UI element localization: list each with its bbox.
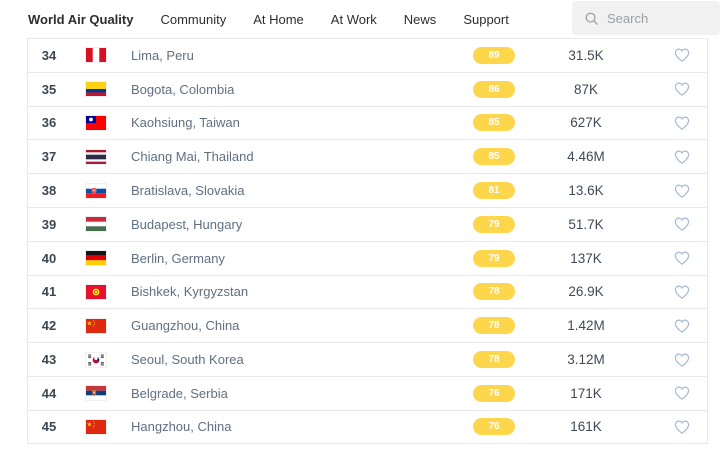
aqi-badge: 85 <box>473 148 515 166</box>
rank-label: 36 <box>41 115 57 131</box>
followers-count: 627K <box>570 115 602 131</box>
followers-count: 137K <box>570 250 602 266</box>
table-row[interactable]: 40 Berlin, Germany 79 137K <box>28 240 707 275</box>
rank-label: 42 <box>41 318 57 334</box>
aqi-badge: 78 <box>473 317 515 335</box>
city-link[interactable]: Bogota, Colombia <box>131 81 235 97</box>
followers-count: 31.5K <box>568 47 604 63</box>
table-row[interactable]: 43 Seoul, South Korea 78 3.12M <box>28 342 707 376</box>
followers-count: 87K <box>573 81 599 97</box>
nav-brand-world-air-quality[interactable]: World Air Quality <box>28 11 134 27</box>
city-link[interactable]: Hangzhou, China <box>131 419 232 435</box>
table-row[interactable]: 39 Budapest, Hungary 79 51.7K <box>28 206 707 241</box>
table-row[interactable]: 36 Kaohsiung, Taiwan 85 627K <box>28 105 707 140</box>
rank-label: 45 <box>41 419 57 435</box>
heart-icon[interactable] <box>673 418 691 436</box>
heart-icon[interactable] <box>673 317 691 335</box>
rank-label: 39 <box>41 216 57 232</box>
heart-icon[interactable] <box>673 283 691 301</box>
city-link[interactable]: Kaohsiung, Taiwan <box>131 115 240 131</box>
city-link[interactable]: Lima, Peru <box>131 47 194 63</box>
table-row[interactable]: 38 Bratislava, Slovakia 81 13.6K <box>28 173 707 207</box>
rank-label: 41 <box>41 284 57 300</box>
nav-item-at-home[interactable]: At Home <box>253 11 304 27</box>
rank-label: 43 <box>41 352 57 368</box>
followers-count: 171K <box>570 385 602 401</box>
table-row[interactable]: 41 Bishkek, Kyrgyzstan 78 26.9K <box>28 274 707 309</box>
aqi-badge: 89 <box>473 46 515 64</box>
nav-item-at-work[interactable]: At Work <box>330 11 377 27</box>
city-link[interactable]: Chiang Mai, Thailand <box>131 149 254 165</box>
flag-icon-kyrgyzstan <box>86 284 106 299</box>
heart-icon[interactable] <box>673 182 691 200</box>
aqi-badge: 79 <box>473 249 515 267</box>
heart-icon[interactable] <box>673 215 691 233</box>
aqi-badge: 76 <box>473 418 515 436</box>
city-link[interactable]: Berlin, Germany <box>131 250 225 266</box>
nav-links: Community At Home At Work News Support <box>160 12 508 27</box>
nav-item-support[interactable]: Support <box>463 11 509 27</box>
heart-icon[interactable] <box>673 351 691 369</box>
followers-count: 51.7K <box>568 216 604 232</box>
city-ranking-table: 34 Lima, Peru 89 31.5K 35 Bogota, Colomb… <box>27 38 708 444</box>
followers-count: 4.46M <box>567 149 605 165</box>
search-icon <box>585 12 598 25</box>
aqi-badge: 78 <box>473 351 515 369</box>
aqi-badge: 81 <box>473 182 515 200</box>
heart-icon[interactable] <box>673 46 691 64</box>
heart-icon[interactable] <box>673 114 691 132</box>
rank-label: 37 <box>41 149 57 165</box>
followers-count: 3.12M <box>567 352 605 368</box>
flag-icon-serbia <box>86 386 106 401</box>
flag-icon-germany <box>86 251 106 266</box>
followers-count: 26.9K <box>568 284 604 300</box>
rank-label: 35 <box>41 81 57 97</box>
aqi-badge: 85 <box>473 114 515 132</box>
rank-label: 34 <box>41 47 57 63</box>
city-link[interactable]: Guangzhou, China <box>131 318 240 334</box>
flag-icon-slovakia <box>86 183 106 198</box>
rank-label: 44 <box>41 385 57 401</box>
nav-item-news[interactable]: News <box>403 11 437 27</box>
aqi-badge: 79 <box>473 215 515 233</box>
flag-icon-south-korea <box>86 352 106 367</box>
heart-icon[interactable] <box>673 384 691 402</box>
heart-icon[interactable] <box>673 249 691 267</box>
flag-icon-china <box>86 318 106 333</box>
table-row[interactable]: 42 Guangzhou, China 78 1.42M <box>28 308 707 343</box>
table-row[interactable]: 37 Chiang Mai, Thailand 85 4.46M <box>28 139 707 174</box>
nav-item-community[interactable]: Community <box>160 11 227 27</box>
followers-count: 1.42M <box>567 318 605 334</box>
flag-icon-peru <box>86 48 106 63</box>
rank-label: 38 <box>41 183 57 199</box>
table-row[interactable]: 35 Bogota, Colombia 86 87K <box>28 71 707 106</box>
followers-count: 161K <box>570 419 602 435</box>
flag-icon-thailand <box>86 149 106 164</box>
top-nav: World Air Quality Community At Home At Wor… <box>0 0 720 38</box>
aqi-badge: 78 <box>473 283 515 301</box>
flag-icon-taiwan <box>86 115 106 130</box>
followers-count: 13.6K <box>568 183 604 199</box>
aqi-badge: 86 <box>473 80 515 98</box>
table-row[interactable]: 45 Hangzhou, China 76 161K <box>28 409 707 444</box>
flag-icon-china <box>86 419 106 434</box>
heart-icon[interactable] <box>673 148 691 166</box>
city-link[interactable]: Bishkek, Kyrgyzstan <box>131 284 249 300</box>
heart-icon[interactable] <box>673 80 691 98</box>
flag-icon-hungary <box>86 217 106 232</box>
city-link[interactable]: Belgrade, Serbia <box>131 385 228 401</box>
search-input[interactable] <box>607 10 707 26</box>
table-row[interactable]: 44 Belgrade, Serbia 76 171K <box>28 375 707 410</box>
city-link[interactable]: Budapest, Hungary <box>131 216 243 232</box>
city-link[interactable]: Bratislava, Slovakia <box>131 183 245 199</box>
table-row[interactable]: 34 Lima, Peru 89 31.5K <box>28 38 707 72</box>
search-box[interactable] <box>572 1 720 35</box>
city-link[interactable]: Seoul, South Korea <box>131 352 244 368</box>
flag-icon-colombia <box>86 82 106 97</box>
rank-label: 40 <box>41 250 57 266</box>
aqi-badge: 76 <box>473 384 515 402</box>
